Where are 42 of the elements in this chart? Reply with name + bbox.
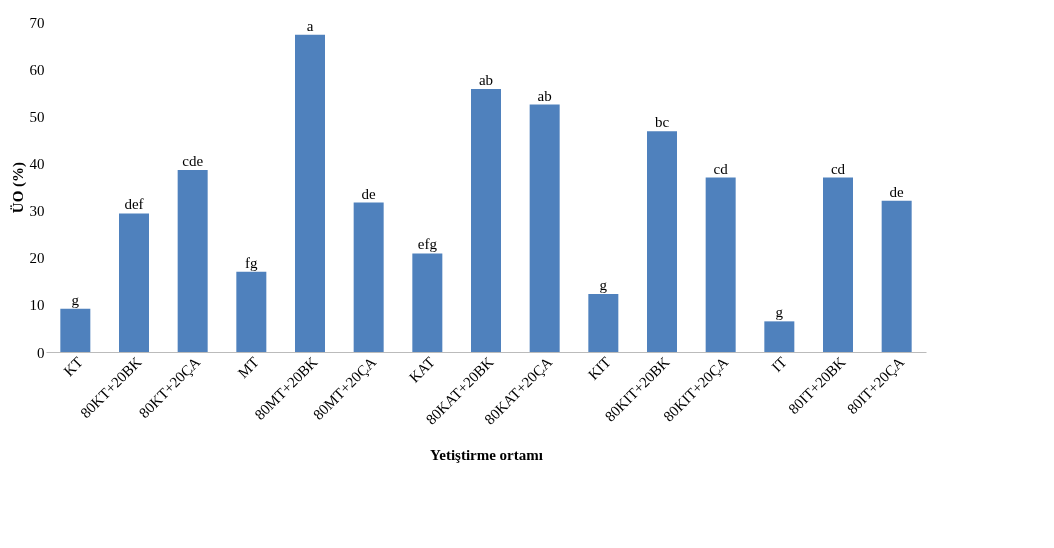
y-tick-label: 10 [29, 297, 45, 314]
data-label: g [599, 277, 608, 294]
x-axis-title: Yetiştirme ortamı [430, 446, 543, 463]
bar [764, 321, 795, 352]
bar [60, 308, 91, 352]
bar [529, 104, 560, 352]
y-tick-label: 20 [29, 250, 45, 267]
bar [588, 294, 619, 352]
data-label: g [71, 291, 80, 308]
bar [471, 88, 501, 352]
data-label: def [124, 196, 144, 213]
y-tick-label: 40 [29, 155, 45, 172]
y-axis-title: ÜO (%) [9, 161, 27, 214]
data-label: ab [478, 71, 494, 88]
data-label: efg [417, 236, 438, 253]
bar [412, 253, 443, 352]
y-tick-label: 30 [29, 203, 45, 220]
bar [177, 170, 208, 352]
data-label: cd [830, 160, 846, 177]
bar [353, 202, 384, 352]
data-label: g [775, 304, 784, 321]
data-label: ab [537, 87, 552, 104]
data-label: fg [245, 254, 259, 271]
y-tick-label: 70 [29, 14, 45, 31]
data-label: cd [713, 160, 729, 177]
data-label: de [889, 183, 905, 200]
bar [295, 34, 325, 352]
bar [705, 177, 736, 352]
y-tick-label: 50 [29, 108, 45, 125]
x-tick-label: IT [768, 353, 790, 376]
data-label: cde [182, 153, 204, 170]
bar [119, 213, 149, 352]
data-label: a [306, 17, 314, 34]
data-label: bc [654, 114, 670, 131]
y-tick-label: 60 [29, 61, 45, 78]
bar [823, 177, 853, 352]
bar [236, 271, 267, 352]
x-tick-label: KT [60, 353, 86, 380]
y-tick-label: 0 [37, 344, 45, 361]
bar [881, 200, 912, 352]
bar [647, 131, 677, 352]
data-label: de [361, 185, 377, 202]
